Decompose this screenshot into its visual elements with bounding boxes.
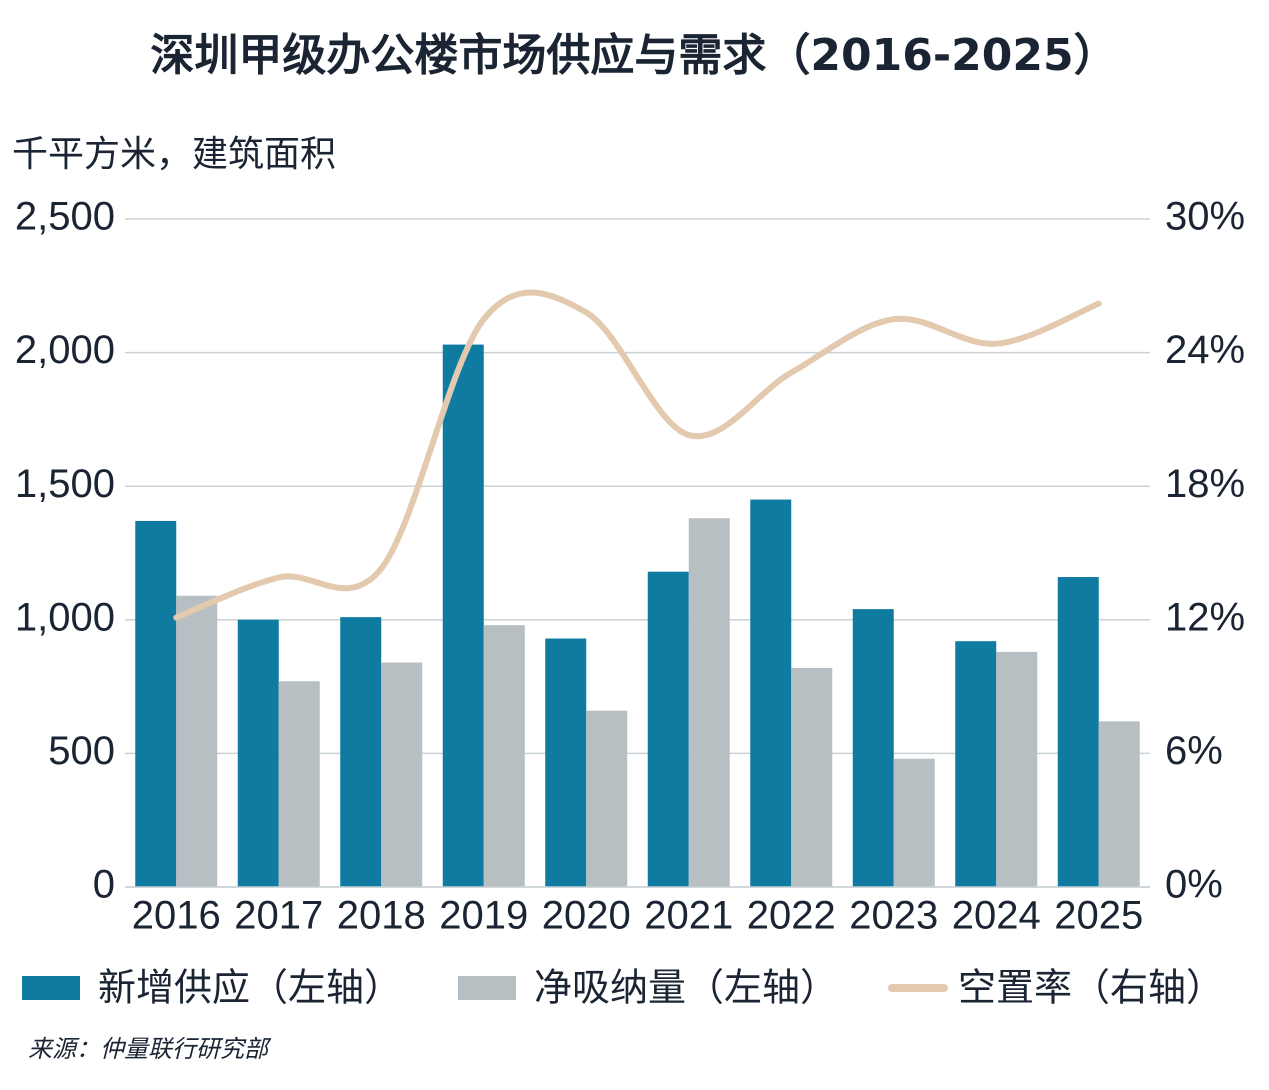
y-tick-label: 2,000 [15,328,115,372]
legend-label: 新增供应（左轴） [98,966,402,1010]
legend-swatch [458,976,516,1000]
x-tick-label: 2023 [849,894,938,938]
bar [647,571,689,887]
y-tick-label: 1,000 [15,595,115,639]
line [173,289,1102,621]
legend-swatch [22,976,80,1000]
bar [893,758,935,887]
x-tick-label: 2025 [1054,894,1143,938]
bar [176,595,218,887]
bar [1098,721,1140,887]
y-tick-label: 500 [48,729,115,773]
y-tick-label: 1,500 [15,462,115,506]
bar [586,710,628,887]
x-tick-label: 2017 [234,894,323,938]
source: 来源：仲量联行研究部 [28,1035,272,1063]
bar [545,638,587,887]
y2-tick-label: 30% [1165,195,1245,239]
legend-label: 空置率（右轴） [958,966,1224,1010]
bar [688,518,730,887]
bar [340,617,382,887]
x-tick-label: 2020 [542,894,631,938]
bar [483,625,525,887]
bar [955,641,997,887]
bar [381,662,423,887]
y2-tick-label: 6% [1165,729,1223,773]
x-tick-label: 2024 [952,894,1041,938]
x-tick-label: 2018 [337,894,426,938]
chart-title: 深圳甲级办公楼市场供应与需求（2016-2025） [150,30,1117,81]
y2-tick-label: 12% [1165,595,1245,639]
bar [791,667,833,887]
y-tick-label: 0 [93,863,115,907]
bar [135,520,177,887]
y2-tick-label: 18% [1165,462,1245,506]
x-tick-label: 2016 [132,894,221,938]
y-tick-label: 2,500 [15,195,115,239]
bar [442,344,484,888]
y2-tick-label: 24% [1165,328,1245,372]
bar [750,499,792,887]
x-tick-label: 2022 [747,894,836,938]
bar [996,651,1038,887]
bar [1057,577,1099,887]
y2-tick-label: 0% [1165,863,1223,907]
x-tick-label: 2019 [439,894,528,938]
bar [852,609,894,887]
bar [278,681,320,887]
y-axis-label: 千平方米，建筑面积 [12,134,336,175]
bar [237,619,279,887]
legend-label: 净吸纳量（左轴） [534,966,838,1010]
x-tick-label: 2021 [644,894,733,938]
